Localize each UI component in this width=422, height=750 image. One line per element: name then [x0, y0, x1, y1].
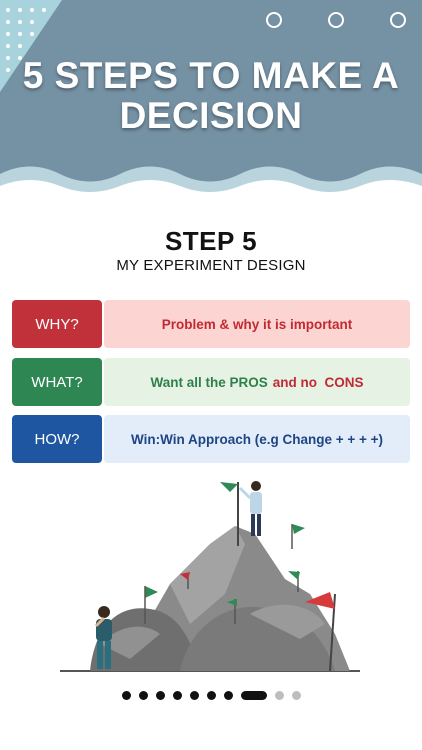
what-label: WHAT?	[12, 358, 102, 406]
step-subtitle: MY EXPERIMENT DESIGN	[116, 257, 306, 274]
pager-dot-active[interactable]	[240, 691, 267, 700]
banner-circles	[266, 12, 406, 28]
why-label: WHY?	[12, 300, 102, 348]
pager-dot[interactable]	[291, 691, 301, 700]
why-description: Problem & why it is important	[104, 300, 410, 348]
how-text: Win:Win Approach (e.g Change + + + +)	[130, 431, 384, 447]
pager-dot[interactable]	[274, 691, 284, 700]
circle-icon	[266, 12, 282, 28]
pager-dot[interactable]	[223, 691, 233, 700]
how-description: Win:Win Approach (e.g Change + + + +)	[104, 415, 410, 463]
pager-dot[interactable]	[172, 691, 182, 700]
person-icon	[238, 481, 262, 536]
thinking-person-icon	[94, 606, 112, 669]
pager-dot[interactable]	[189, 691, 199, 700]
flag-icon	[144, 586, 158, 624]
why-text: Problem & why it is important	[161, 316, 353, 332]
how-label: HOW?	[12, 415, 102, 463]
carousel-pager[interactable]	[0, 691, 422, 700]
banner-title: 5 STEPS TO MAKE A DECISION	[22, 55, 400, 136]
pager-dot[interactable]	[121, 691, 131, 700]
circle-icon	[390, 12, 406, 28]
wave-decoration	[0, 166, 422, 200]
what-text: Want all the PROS	[150, 374, 268, 390]
step-title: STEP 5	[164, 226, 258, 256]
what-accent-text: and no CONS	[272, 374, 364, 390]
circle-icon	[328, 12, 344, 28]
what-row: WHAT? Want all the PROS and no CONS	[12, 358, 410, 406]
why-row: WHY? Problem & why it is important	[12, 300, 410, 348]
mountain-illustration	[60, 481, 360, 672]
pager-dot[interactable]	[206, 691, 216, 700]
how-row: HOW? Win:Win Approach (e.g Change + + + …	[12, 415, 410, 463]
corner-decoration	[0, 0, 62, 92]
what-description: Want all the PROS and no CONS	[104, 358, 410, 406]
header-banner: 5 STEPS TO MAKE A DECISION	[0, 0, 422, 200]
summit-flag-icon	[220, 482, 239, 546]
pager-dot[interactable]	[138, 691, 148, 700]
pager-dot[interactable]	[155, 691, 165, 700]
